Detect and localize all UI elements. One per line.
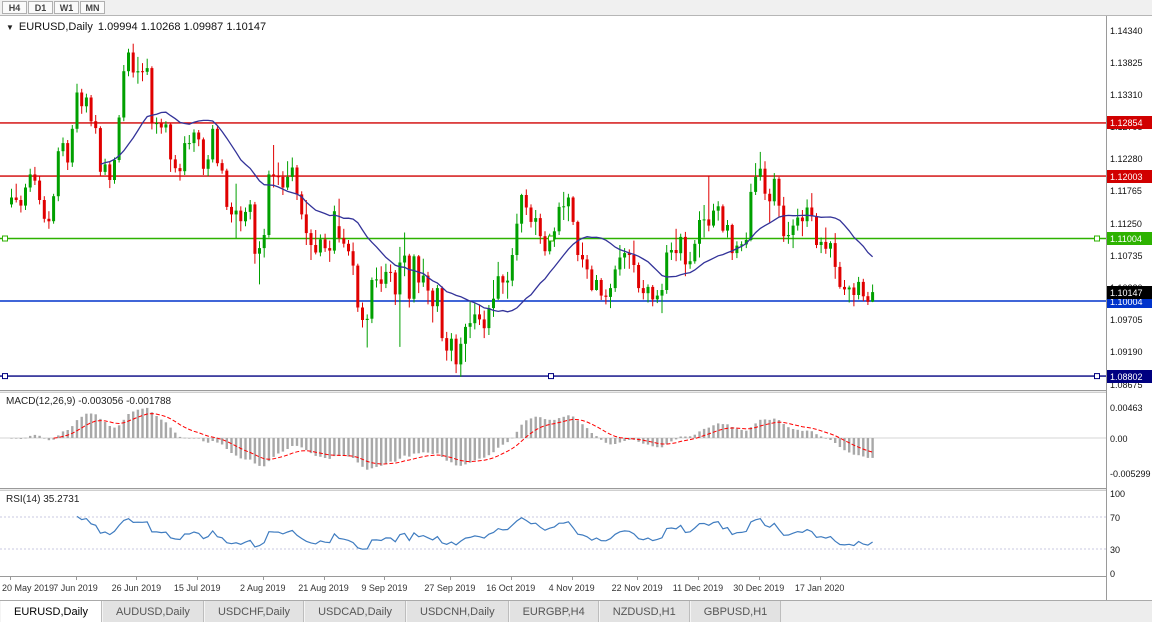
price-scale-label: 1.11765 bbox=[1110, 186, 1142, 197]
date-axis-tick bbox=[637, 577, 639, 580]
date-axis-tick bbox=[197, 577, 199, 580]
date-axis-label: 30 Dec 2019 bbox=[733, 583, 785, 593]
chart-tab-nzdusd[interactable]: NZDUSD,H1 bbox=[598, 601, 690, 622]
date-axis-tick bbox=[449, 577, 451, 580]
rsi-scale-label: 70 bbox=[1110, 512, 1121, 523]
chart-title: ▼ EURUSD,Daily 1.09994 1.10268 1.09987 1… bbox=[6, 21, 266, 33]
hline-handle[interactable] bbox=[548, 373, 554, 380]
chart-tab-usdcad[interactable]: USDCAD,Daily bbox=[304, 601, 407, 622]
price-chart-canvas[interactable] bbox=[0, 16, 1106, 390]
ohlc-readout: 1.09994 1.10268 1.09987 1.10147 bbox=[97, 21, 267, 33]
hline-price-tag: 1.11004 bbox=[1107, 232, 1152, 245]
date-axis[interactable]: 20 May 2019 7 Jun 2019 26 Jun 2019 15 Jul 2… bbox=[0, 576, 1106, 600]
date-axis-tick bbox=[10, 577, 11, 580]
date-axis-tick bbox=[758, 577, 760, 580]
timeframe-toolbar: H4 D1 W1 MN bbox=[0, 0, 1152, 16]
date-axis-label: 9 Sep 2019 bbox=[361, 583, 408, 593]
date-axis-label: 11 Dec 2019 bbox=[672, 583, 724, 593]
date-axis-label: 4 Nov 2019 bbox=[548, 583, 595, 593]
date-axis-tick bbox=[384, 577, 386, 580]
date-axis-tick bbox=[136, 577, 138, 580]
price-scale[interactable]: 1.143401.138251.133101.127951.122801.117… bbox=[1106, 16, 1152, 600]
chart-symbol-label: EURUSD,Daily bbox=[18, 21, 93, 33]
date-axis-tick bbox=[75, 577, 77, 580]
chart-tab-bar: EURUSD,Daily AUDUSD,Daily USDCHF,Daily U… bbox=[0, 600, 1152, 622]
macd-signal-line bbox=[53, 413, 873, 465]
date-axis-label: 16 Oct 2019 bbox=[486, 583, 536, 593]
price-scale-label: 1.10735 bbox=[1110, 250, 1143, 261]
panel-splitter[interactable] bbox=[0, 390, 1106, 393]
timeframe-button-w1[interactable]: W1 bbox=[54, 1, 79, 14]
date-axis-tick bbox=[571, 577, 573, 580]
macd-scale-label: 0.00 bbox=[1110, 433, 1128, 444]
chart-tab-usdcnh[interactable]: USDCNH,Daily bbox=[406, 601, 509, 622]
candlestick-series bbox=[10, 43, 875, 377]
chart-area: ▼ EURUSD,Daily 1.09994 1.10268 1.09987 1… bbox=[0, 16, 1152, 600]
macd-scale-label: 0.00463 bbox=[1110, 402, 1143, 413]
hline-handle[interactable] bbox=[1094, 373, 1100, 380]
date-axis-label: 17 Jan 2020 bbox=[794, 583, 845, 593]
hline-handle[interactable] bbox=[2, 235, 8, 242]
hline-price-tag: 1.08802 bbox=[1107, 369, 1152, 383]
symbol-dropdown-icon[interactable]: ▼ bbox=[6, 22, 14, 32]
rsi-panel-canvas[interactable] bbox=[0, 491, 1106, 576]
date-axis-tick bbox=[510, 577, 512, 580]
moving-average-line bbox=[100, 111, 874, 313]
price-scale-label: 1.12280 bbox=[1110, 154, 1143, 165]
horizontal-lines bbox=[0, 122, 1106, 377]
hline-handle[interactable] bbox=[2, 373, 8, 380]
price-scale-label: 1.13310 bbox=[1110, 89, 1143, 100]
macd-panel-canvas[interactable] bbox=[0, 393, 1106, 488]
panel-splitter[interactable] bbox=[0, 488, 1106, 491]
hline-handle[interactable] bbox=[1094, 235, 1100, 242]
timeframe-button-h4[interactable]: H4 bbox=[2, 1, 27, 14]
date-axis-label: 22 Nov 2019 bbox=[611, 583, 663, 593]
macd-scale-label: -0.005299 bbox=[1110, 468, 1151, 479]
rsi-scale-label: 30 bbox=[1110, 544, 1121, 555]
rsi-scale-label: 0 bbox=[1110, 568, 1116, 579]
timeframe-button-mn[interactable]: MN bbox=[80, 1, 105, 14]
current-price-tag: 1.10147 bbox=[1107, 285, 1152, 299]
chart-tab-eurgbp[interactable]: EURGBP,H4 bbox=[508, 601, 599, 622]
chart-tab-audusd[interactable]: AUDUSD,Daily bbox=[101, 601, 204, 622]
rsi-line bbox=[76, 515, 873, 550]
hline-price-tag: 1.12003 bbox=[1107, 169, 1152, 183]
date-axis-label: 27 Sep 2019 bbox=[424, 583, 476, 593]
chart-tab-usdchf[interactable]: USDCHF,Daily bbox=[203, 601, 305, 622]
date-axis-label: 21 Aug 2019 bbox=[298, 583, 349, 593]
date-axis-label: 20 May 2019 bbox=[2, 583, 55, 593]
price-scale-label: 1.14340 bbox=[1110, 25, 1143, 36]
date-axis-label: 26 Jun 2019 bbox=[111, 583, 162, 593]
date-axis-label: 15 Jul 2019 bbox=[173, 583, 221, 593]
hline-handle[interactable] bbox=[548, 235, 554, 242]
date-axis-tick bbox=[697, 577, 699, 580]
rsi-indicator-label: RSI(14) 35.2731 bbox=[6, 494, 80, 505]
timeframe-button-d1[interactable]: D1 bbox=[28, 1, 53, 14]
date-axis-tick bbox=[262, 577, 264, 580]
chart-tab-gbpusd[interactable]: GBPUSD,H1 bbox=[689, 601, 782, 622]
date-axis-label: 2 Aug 2019 bbox=[239, 583, 286, 593]
date-axis-tick bbox=[323, 577, 325, 580]
price-scale-label: 1.11250 bbox=[1110, 218, 1142, 229]
date-axis-label: 7 Jun 2019 bbox=[53, 583, 98, 593]
price-scale-label: 1.09190 bbox=[1110, 347, 1143, 358]
price-scale-label: 1.09705 bbox=[1110, 315, 1143, 326]
chart-tab-eurusd[interactable]: EURUSD,Daily bbox=[0, 601, 102, 622]
date-axis-tick bbox=[819, 577, 821, 580]
price-scale-label: 1.13825 bbox=[1110, 57, 1143, 68]
rsi-scale-label: 100 bbox=[1110, 488, 1126, 499]
hline-price-tag: 1.12854 bbox=[1107, 116, 1152, 130]
price-scale-label: 1.08675 bbox=[1110, 379, 1143, 390]
macd-histogram bbox=[10, 407, 874, 470]
macd-indicator-label: MACD(12,26,9) -0.003056 -0.001788 bbox=[6, 396, 172, 407]
